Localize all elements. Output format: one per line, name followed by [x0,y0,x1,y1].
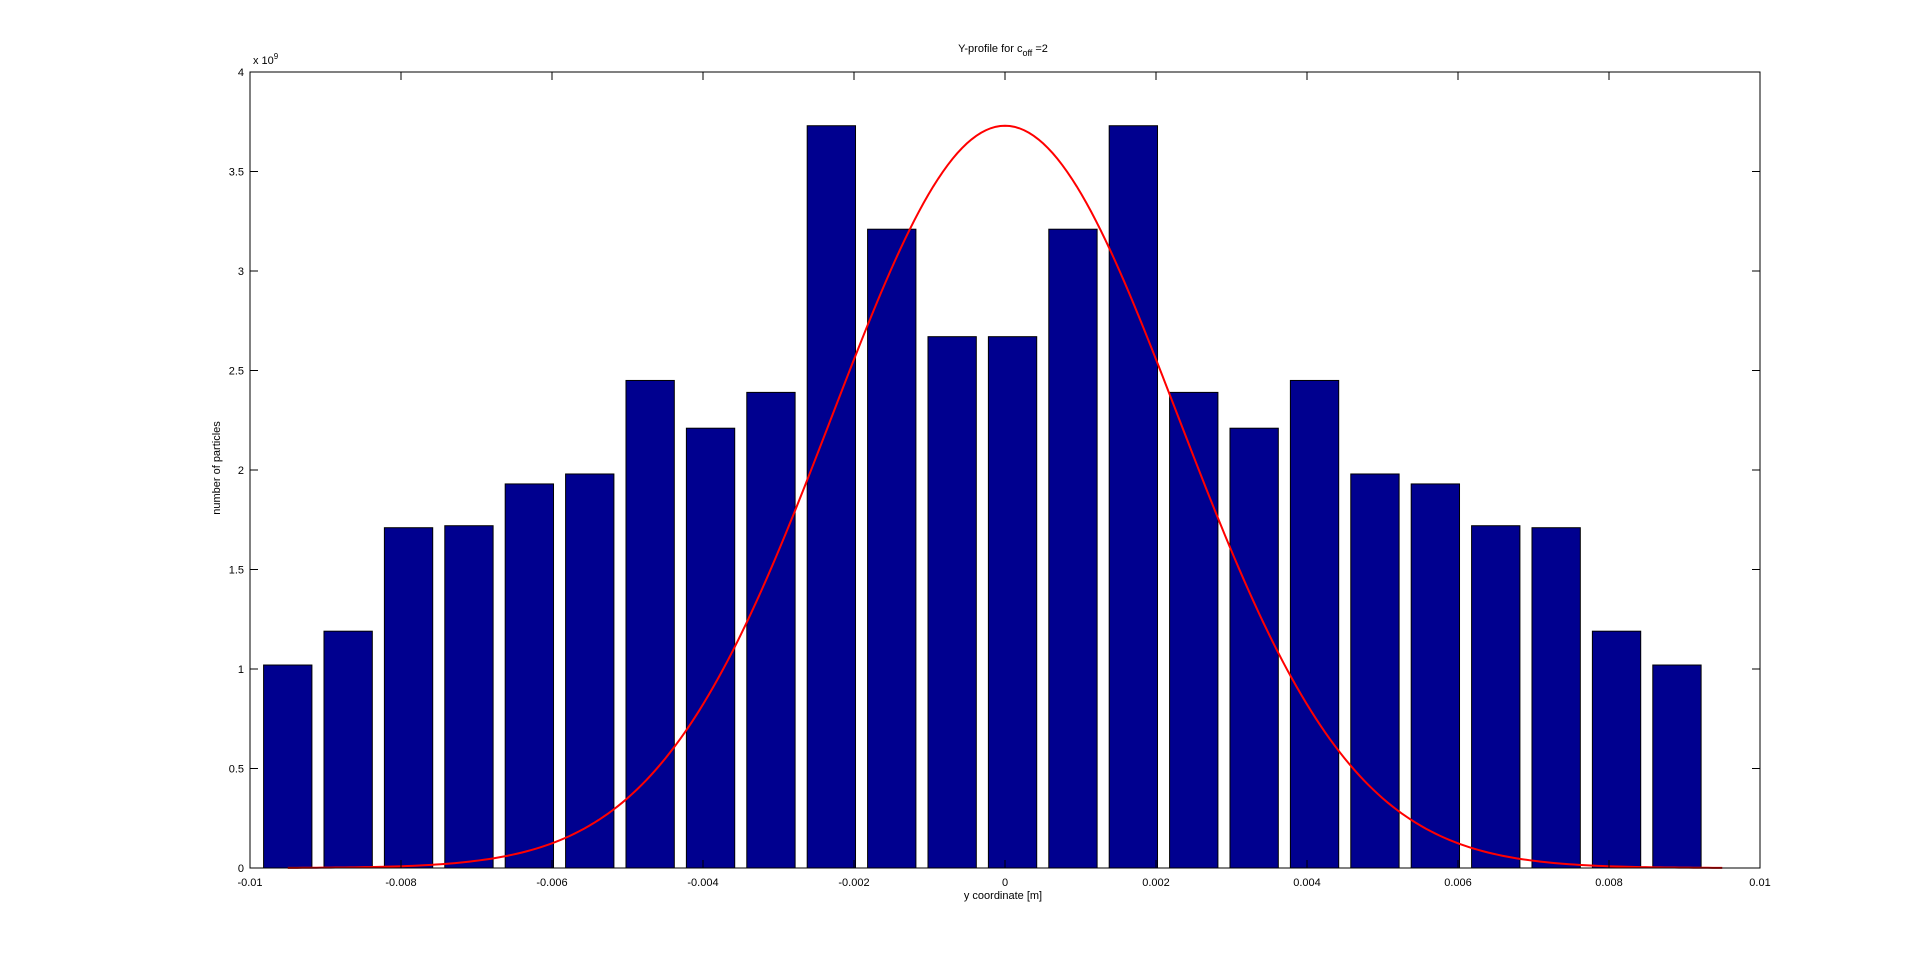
chart-title-subscript: off [1022,48,1032,58]
bar-11 [927,336,977,869]
chart-title-suffix: =2 [1032,43,1048,55]
bar-21 [1531,527,1581,869]
x-tick-label-7: 0.004 [1293,877,1321,889]
bar-4 [504,483,555,869]
bar-13 [1048,228,1098,869]
y-tick-label-8: 4 [238,67,244,79]
bar-0 [263,664,313,869]
bar-1 [323,630,373,869]
bar-20 [1471,525,1521,869]
x-tick-label-9: 0.008 [1595,877,1623,889]
bar-12 [987,336,1038,869]
x-tick-label-1: -0.008 [385,877,416,889]
bar-14 [1108,125,1159,869]
bar-15 [1169,391,1219,869]
bar-18 [1350,473,1400,869]
chart-title: Y-profile for coff =2 [958,43,1048,58]
bar-22 [1591,630,1642,869]
x-axis-label: y coordinate [m] [964,890,1042,902]
y-tick-label-4: 2 [238,465,244,477]
y-tick-label-5: 2.5 [229,366,244,378]
bars-layer [263,125,1702,869]
y-tick-label-3: 1.5 [229,565,244,577]
bar-2 [383,527,434,869]
x-tick-label-5: 0 [1002,877,1008,889]
bar-9 [806,125,857,869]
x-tick-label-0: -0.01 [237,877,262,889]
x-tick-label-8: 0.006 [1444,877,1472,889]
x-tick-label-10: 0.01 [1749,877,1770,889]
y-tick-label-1: 0.5 [229,764,244,776]
bar-17 [1289,379,1340,869]
y-exponent-base: x 10 [253,55,274,67]
x-tick-label-3: -0.004 [687,877,718,889]
x-tick-label-2: -0.006 [536,877,567,889]
bar-6 [625,379,675,869]
y-tick-label-7: 3.5 [229,167,244,179]
bar-3 [444,525,494,869]
bar-8 [746,391,796,869]
x-tick-label-4: -0.002 [838,877,869,889]
bar-5 [565,473,615,869]
y-axis-label: number of particles [211,421,223,515]
bar-10 [867,228,917,869]
bar-23 [1652,664,1702,869]
bar-19 [1410,483,1461,869]
fit-curve [287,124,1723,869]
y-tick-label-6: 3 [238,266,244,278]
y-exponent-power: 9 [274,52,279,61]
y-tick-label-2: 1 [238,664,244,676]
ticks-layer: -0.01 -0.008 -0.006 -0.004 -0.002 0 0.002 0.004… [229,67,1771,889]
curve-layer [287,124,1723,869]
bar-7 [685,427,736,869]
chart-title-prefix: Y-profile for c [958,43,1023,55]
y-exponent-label: x 109 [253,52,279,67]
bar-16 [1229,427,1279,869]
x-tick-label-6: 0.002 [1142,877,1170,889]
y-tick-label-0: 0 [238,863,244,875]
